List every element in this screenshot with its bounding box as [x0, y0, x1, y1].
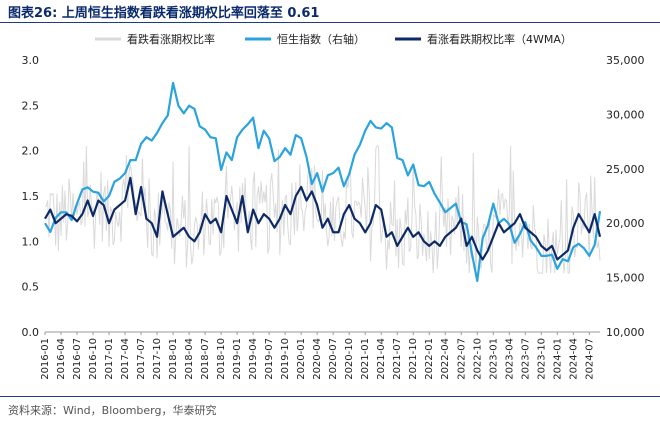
- x-tick-label: 2018-10: [216, 338, 227, 380]
- x-tick-label: 2017-01: [104, 338, 115, 380]
- x-tick-label: 2023-07: [520, 338, 531, 380]
- y-right-tick-label: 25,000: [606, 163, 645, 176]
- y-left-tick-label: 3.0: [22, 54, 40, 67]
- series-line-put-call-ratio-4wma: [44, 176, 602, 261]
- legend-label: 恒生指数（右轴）: [277, 32, 365, 46]
- x-tick-label: 2021-04: [376, 338, 387, 380]
- y-right-tick-label: 15,000: [606, 272, 645, 285]
- x-tick-label: 2020-07: [328, 338, 339, 380]
- y-left-tick-label: 0.5: [22, 281, 40, 294]
- x-tick-label: 2021-01: [360, 338, 371, 380]
- x-tick-label: 2016-04: [56, 338, 67, 380]
- x-tick-label: 2017-04: [120, 338, 131, 380]
- series-line-put-call-ratio: [44, 145, 601, 274]
- axes: 0.0 0.5 1.0 1.5 2.0 2.5 3.0 10,000 15,000 20,000 2…: [22, 54, 645, 380]
- series-put-call-ratio-weekly: [44, 145, 601, 274]
- series-hang-seng-index: [44, 81, 602, 282]
- x-tick-label: 2024-01: [552, 338, 563, 380]
- x-tick-label: 2024-04: [568, 338, 579, 380]
- x-tick-label: 2021-07: [392, 338, 403, 380]
- y-right-tick-label: 30,000: [606, 108, 645, 121]
- series-put-call-ratio-4wma: [44, 176, 602, 261]
- x-tick-label: 2022-04: [440, 338, 451, 380]
- x-tick-label: 2020-01: [296, 338, 307, 380]
- y-left-tick-label: 2.0: [22, 145, 40, 158]
- x-tick-label: 2022-10: [472, 338, 483, 380]
- y-left-tick-label: 1.0: [22, 235, 40, 248]
- x-tick-label: 2019-07: [264, 338, 275, 380]
- x-tick-label: 2018-04: [184, 338, 195, 380]
- legend: 看跌看涨期权比率 恒生指数（右轴） 看涨看跌期权比率（4WMA）: [95, 32, 572, 46]
- x-tick-label: 2022-01: [424, 338, 435, 380]
- x-tick-label: 2023-04: [504, 338, 515, 380]
- x-tick-label: 2016-07: [72, 338, 83, 380]
- x-tick-label: 2018-01: [168, 338, 179, 380]
- x-tick-label: 2024-07: [584, 338, 595, 380]
- legend-label: 看跌看涨期权比率: [127, 32, 215, 46]
- x-tick-label: 2019-10: [280, 338, 291, 380]
- x-tick-label: 2021-10: [408, 338, 419, 380]
- series-line-hang-seng-index: [44, 81, 602, 282]
- y-left-tick-label: 0.0: [22, 326, 40, 339]
- x-tick-label: 2017-07: [136, 338, 147, 380]
- y-left-tick-label: 1.5: [22, 190, 40, 203]
- line-chart: 0.0 0.5 1.0 1.5 2.0 2.5 3.0 10,000 15,000 20,000 2…: [22, 32, 645, 380]
- x-tick-label: 2017-10: [152, 338, 163, 380]
- x-tick-label: 2016-10: [88, 338, 99, 380]
- title-rule: [0, 22, 660, 23]
- x-tick-label: 2018-07: [200, 338, 211, 380]
- x-tick-label: 2016-01: [40, 338, 51, 380]
- x-tick-label: 2019-01: [232, 338, 243, 380]
- legend-label: 看涨看跌期权比率（4WMA）: [427, 32, 572, 46]
- x-tick-label: 2020-04: [312, 338, 323, 380]
- x-tick-label: 2022-07: [456, 338, 467, 380]
- y-right-tick-label: 20,000: [606, 217, 645, 230]
- y-right-tick-label: 35,000: [606, 54, 645, 67]
- figure-title: 图表26: 上周恒生指数看跌看涨期权比率回落至 0.61: [8, 6, 320, 21]
- x-tick-label: 2019-04: [248, 338, 259, 380]
- y-right-tick-label: 10,000: [606, 326, 645, 339]
- x-tick-label: 2023-01: [488, 338, 499, 380]
- x-tick-label: 2023-10: [536, 338, 547, 380]
- source-note: 资料来源：Wind，Bloomberg，华泰研究: [8, 404, 217, 417]
- y-left-tick-label: 2.5: [22, 99, 40, 112]
- footer-rule: [0, 396, 660, 397]
- x-tick-label: 2020-10: [344, 338, 355, 380]
